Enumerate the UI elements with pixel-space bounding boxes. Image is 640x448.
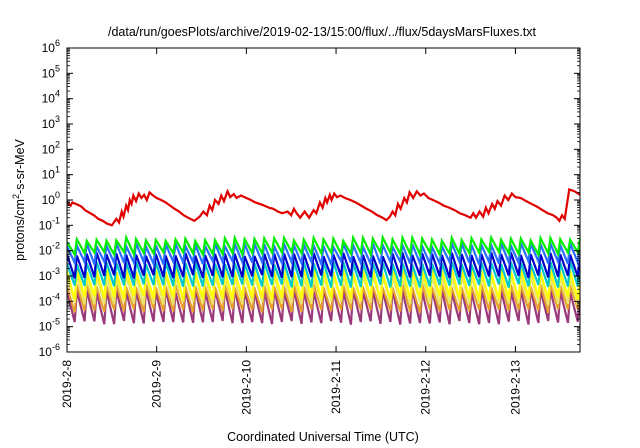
y-tick-label: 10-5 [39, 317, 60, 334]
series-line-2 [67, 233, 580, 259]
y-tick-label: 101 [42, 165, 60, 182]
y-tick-label: 10-4 [39, 291, 60, 308]
y-tick-label: 10-1 [39, 215, 60, 232]
series-line-1 [67, 188, 580, 227]
x-axis-label: Coordinated Universal Time (UTC) [227, 430, 419, 444]
y-tick-label: 103 [42, 114, 60, 131]
y-tick-label: 102 [42, 139, 60, 156]
x-tick-label: 2019-2-13 [508, 360, 522, 415]
x-tick-label: 2019-2-9 [150, 360, 164, 408]
series-layer [67, 188, 580, 325]
y-axis: 10-6 10-5 10-4 10-3 10-2 10-1 100 101 102 103 104 1… [39, 38, 580, 359]
y-tick-label: 100 [42, 190, 60, 207]
x-tick-label: 2019-2-12 [419, 360, 433, 415]
y-axis-label: protons/cm2-s-sr-MeV [11, 138, 27, 260]
series-line-4 [67, 252, 580, 279]
x-tick-label: 2019-2-8 [60, 360, 74, 408]
y-tick-label: 106 [42, 38, 60, 55]
x-tick-label: 2019-2-10 [239, 360, 253, 415]
y-tick-label: 10-3 [39, 266, 60, 283]
x-axis: 2019-2-8 2019-2-9 2019-2-10 2019-2-11 2019-2… [60, 48, 522, 415]
y-tick-label: 10-6 [39, 342, 60, 359]
y-tick-label: 10-2 [39, 241, 60, 258]
x-tick-label: 2019-2-11 [329, 360, 343, 414]
chart-title: /data/run/goesPlots/archive/2019-02-13/1… [108, 25, 537, 39]
y-tick-label: 104 [42, 89, 60, 106]
y-tick-label: 105 [42, 63, 60, 80]
